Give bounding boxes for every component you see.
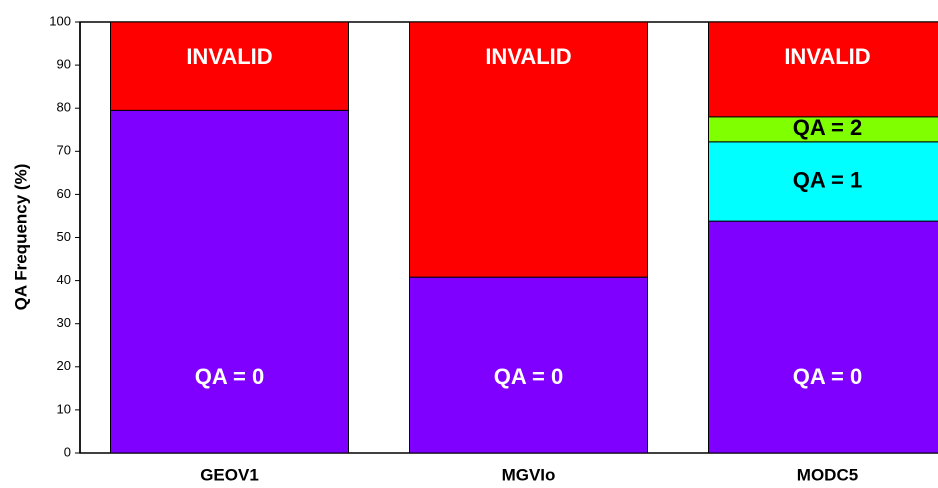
segment-label: INVALID [485,44,571,69]
bar-segment [708,141,938,222]
y-axis-label: QA Frequency (%) [11,164,30,311]
y-tick-label: 30 [57,315,71,330]
bar-segment [708,220,938,454]
y-tick-label: 50 [57,229,71,244]
segment-label: QA = 0 [195,364,265,389]
y-tick-label: 40 [57,272,71,287]
bar-segment [110,21,349,111]
bar-segment [409,276,648,454]
y-tick-label: 70 [57,143,71,158]
y-tick-label: 20 [57,358,71,373]
segment-label: QA = 0 [793,364,863,389]
x-tick-label: MODC5 [797,465,858,484]
segment-label: INVALID [186,44,272,69]
segment-label: QA = 0 [494,364,564,389]
x-tick-label: MGVIo [502,465,556,484]
y-tick-label: 90 [57,57,71,72]
segment-label: QA = 2 [793,115,863,140]
segment-label: QA = 1 [793,167,863,192]
bar-segment [708,21,938,118]
y-tick-label: 0 [64,444,71,459]
y-tick-label: 100 [49,13,71,28]
segment-label: INVALID [784,44,870,69]
y-tick-label: 60 [57,186,71,201]
bar-segment [110,109,349,454]
bar-segment [708,116,938,143]
y-tick-label: 80 [57,100,71,115]
x-tick-label: GEOV1 [200,465,259,484]
bar-segment [409,21,648,278]
y-tick-label: 10 [57,401,71,416]
